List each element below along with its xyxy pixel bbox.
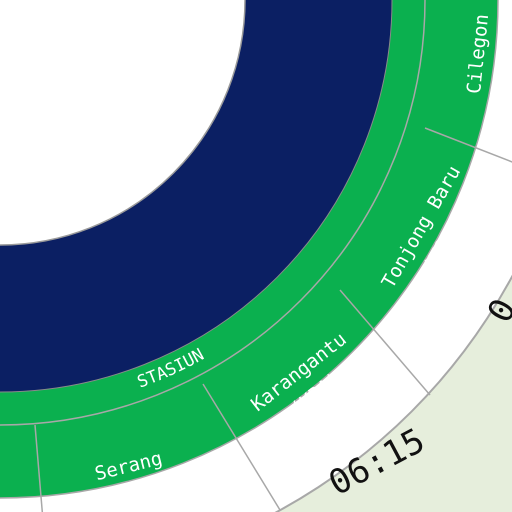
center-hole	[0, 0, 246, 246]
station-code: (CLG)	[492, 27, 512, 86]
divider-1	[34, 424, 44, 512]
divider-2	[202, 383, 281, 511]
divider-3	[339, 289, 431, 396]
divider-4	[424, 127, 512, 163]
station-serang[interactable]: Serang (SG)	[93, 447, 172, 512]
